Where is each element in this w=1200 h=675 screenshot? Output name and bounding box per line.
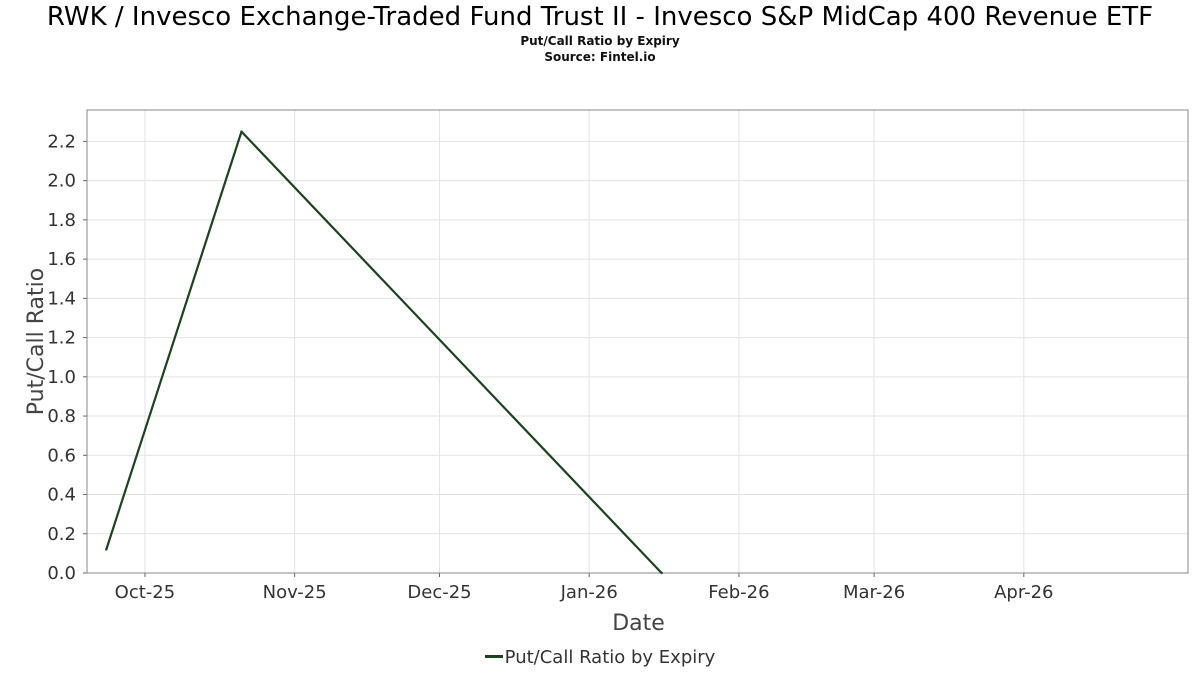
y-tick-label: 0.2	[47, 524, 76, 545]
chart-header: RWK / Invesco Exchange-Traded Fund Trust…	[0, 0, 1200, 65]
x-tick-label: Feb-26	[708, 582, 769, 603]
chart-source: Source: Fintel.io	[544, 50, 656, 64]
chart-title: RWK / Invesco Exchange-Traded Fund Trust…	[46, 2, 1154, 32]
y-axis-label: Put/Call Ratio	[24, 268, 49, 415]
x-tick-label: Mar-26	[843, 582, 905, 603]
y-tick-label: 1.0	[47, 367, 76, 388]
x-tick-label: Oct-25	[115, 582, 176, 603]
plot-area	[87, 110, 1188, 573]
y-tick-label: 1.4	[47, 288, 76, 309]
data-point	[105, 548, 108, 551]
y-tick-label: 0.8	[47, 406, 76, 427]
data-point	[240, 130, 243, 133]
x-tick-label: Nov-25	[263, 582, 327, 603]
plot-frame	[86, 109, 1189, 574]
y-tick-label: 0.0	[47, 563, 76, 584]
y-tick-label: 2.2	[47, 131, 76, 152]
y-tick-label: 1.8	[47, 210, 76, 231]
legend-label: Put/Call Ratio by Expiry	[504, 647, 716, 668]
x-tick-label: Apr-26	[994, 582, 1053, 603]
x-tick-label: Dec-25	[407, 582, 471, 603]
y-tick-label: 2.0	[47, 171, 76, 192]
x-axis-label: Date	[612, 611, 665, 636]
y-tick-label: 1.6	[47, 249, 76, 270]
x-tick-label: Jan-26	[560, 582, 618, 603]
data-point	[660, 571, 663, 575]
y-tick-label: 0.6	[47, 445, 76, 466]
legend: Put/Call Ratio by Expiry	[0, 647, 1200, 668]
y-tick-label: 1.2	[47, 328, 76, 349]
legend-swatch	[484, 654, 503, 658]
y-tick-label: 0.4	[47, 485, 76, 506]
chart-subtitle: Put/Call Ratio by Expiry	[520, 34, 680, 48]
